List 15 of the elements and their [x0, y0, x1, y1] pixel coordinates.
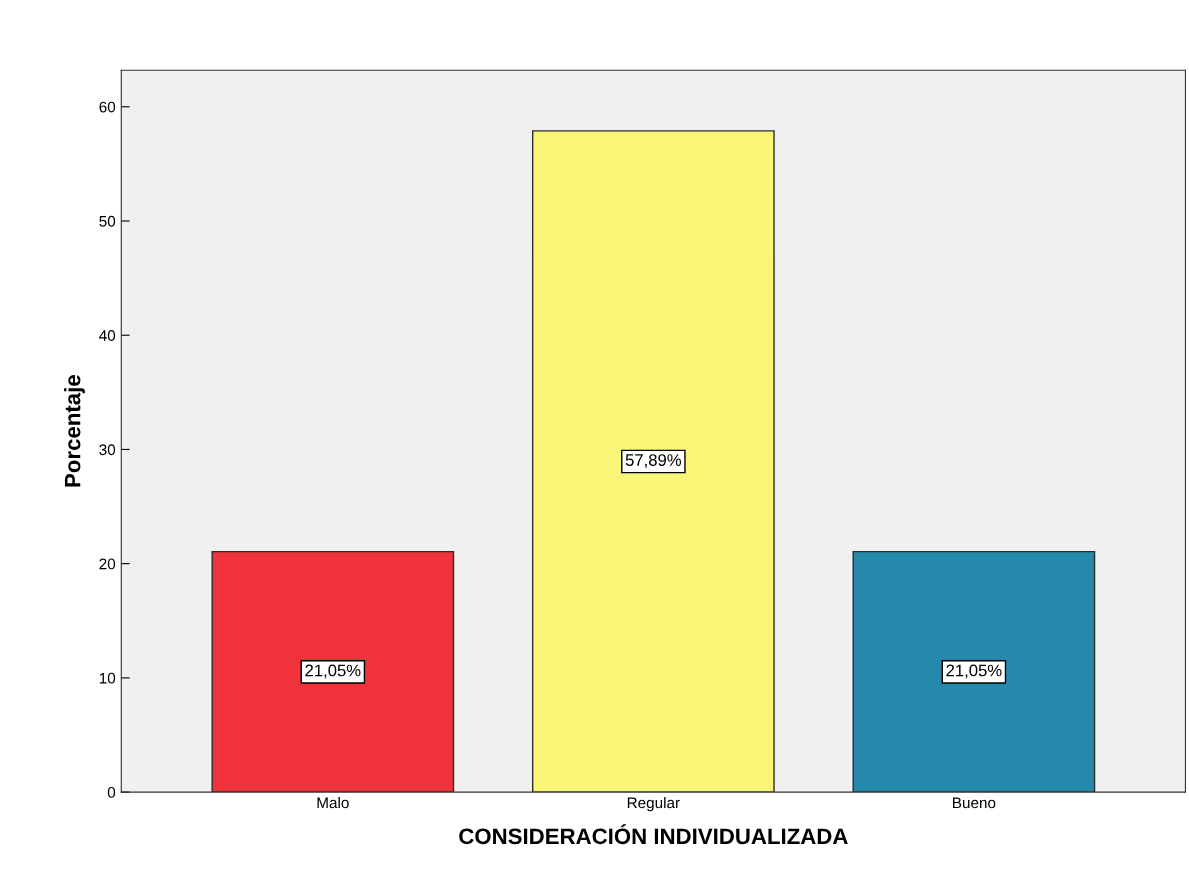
y-axis-title: Porcentaje [64, 375, 85, 487]
x-tick-label: Malo [317, 796, 349, 809]
data-label: 21,05% [305, 664, 361, 679]
x-tick-label: Regular [627, 796, 680, 812]
x-axis-title: CONSIDERACIÓN INDIVIDUALIZADA [459, 824, 848, 845]
y-tick-label: 60 [99, 101, 116, 113]
y-tick-label: 20 [99, 558, 116, 570]
y-tick-label: 40 [99, 330, 116, 341]
data-label: 21,05% [946, 664, 1002, 679]
data-label: 57,89% [625, 454, 682, 468]
y-tick-label: 10 [99, 672, 116, 684]
x-tick-label: Bueno [953, 797, 996, 809]
y-tick-label: 30 [99, 444, 116, 456]
y-tick-label: 0 [107, 786, 116, 798]
y-tick-label: 50 [99, 215, 116, 227]
